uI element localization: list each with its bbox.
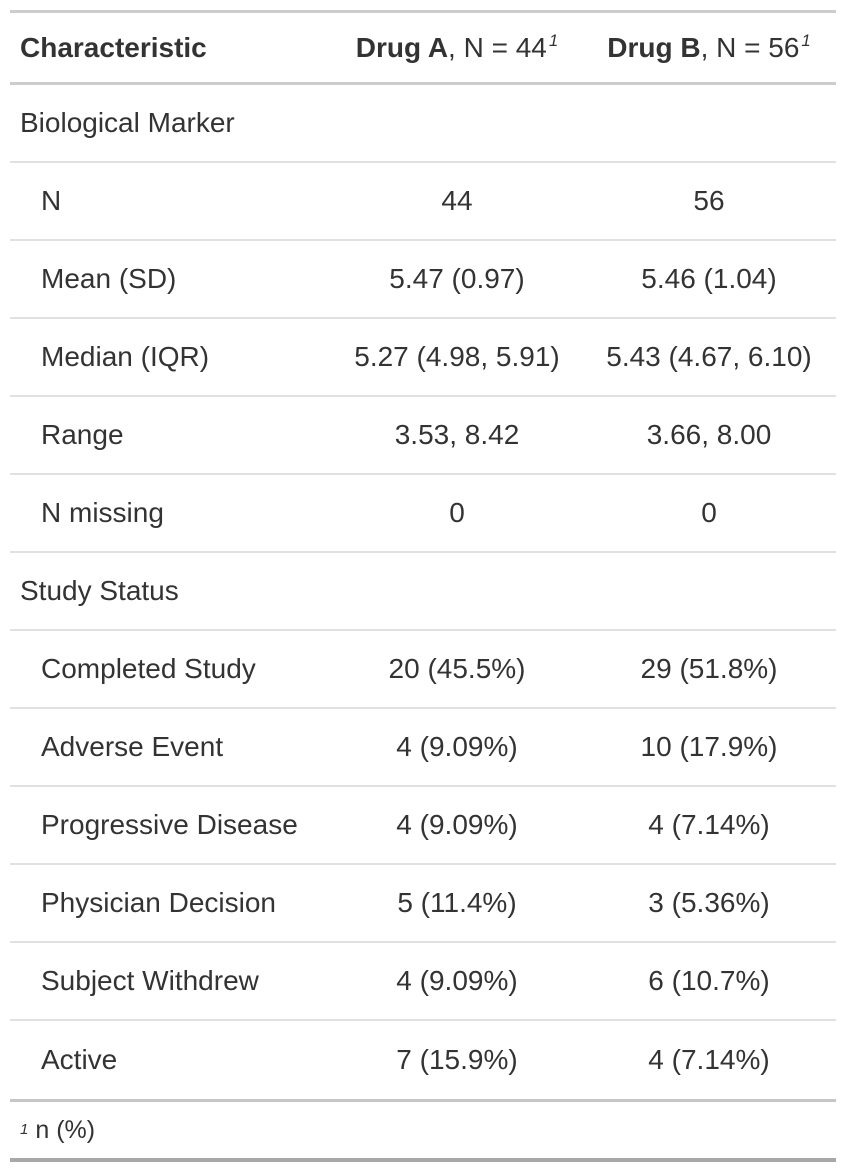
drug-a-name: Drug A bbox=[355, 31, 449, 63]
row-label: Median (IQR) bbox=[41, 341, 210, 372]
drug-b-name: Drug B bbox=[607, 31, 701, 63]
table-row-group: Biological Marker bbox=[10, 85, 836, 163]
column-header-drug-a: Drug A, N = 44 1 bbox=[332, 32, 582, 64]
table-row: Physician Decision 5 (11.4%) 3 (5.36%) bbox=[10, 865, 836, 943]
footnote-mark: 1 bbox=[548, 31, 559, 51]
footnote-text: n (%) bbox=[35, 1115, 96, 1144]
drug-b-value: 6 (10.7%) bbox=[648, 965, 770, 996]
drug-a-value: 4 (9.09%) bbox=[396, 731, 518, 762]
drug-a-value: 5.27 (4.98, 5.91) bbox=[354, 341, 560, 372]
drug-b-value: 0 bbox=[701, 497, 717, 528]
table-row: Completed Study 20 (45.5%) 29 (51.8%) bbox=[10, 631, 836, 709]
table-row: Median (IQR) 5.27 (4.98, 5.91) 5.43 (4.6… bbox=[10, 319, 836, 397]
table-row: Active 7 (15.9%) 4 (7.14%) bbox=[10, 1021, 836, 1099]
row-label: Adverse Event bbox=[41, 731, 224, 762]
drug-b-value: 5.46 (1.04) bbox=[641, 263, 777, 294]
column-header-drug-b: Drug B, N = 56 1 bbox=[582, 32, 836, 64]
drug-b-value: 5.43 (4.67, 6.10) bbox=[606, 341, 812, 372]
drug-a-value: 4 (9.09%) bbox=[396, 809, 518, 840]
row-label: Physician Decision bbox=[41, 887, 276, 918]
drug-b-value: 4 (7.14%) bbox=[648, 809, 770, 840]
drug-b-value: 4 (7.14%) bbox=[648, 1044, 770, 1075]
row-label: Completed Study bbox=[41, 653, 256, 684]
drug-b-value: 10 (17.9%) bbox=[640, 731, 778, 762]
table-footnote: 1 n (%) bbox=[10, 1099, 836, 1162]
row-label: Biological Marker bbox=[20, 107, 235, 138]
drug-a-value: 5 (11.4%) bbox=[397, 887, 517, 918]
row-label: Study Status bbox=[20, 575, 179, 606]
table-header-row: Characteristic Drug A, N = 44 1 Drug B, N… bbox=[10, 13, 836, 85]
drug-a-value: 0 bbox=[449, 497, 465, 528]
summary-table: Characteristic Drug A, N = 44 1 Drug B, N… bbox=[10, 10, 836, 1162]
table-row-group: Study Status bbox=[10, 553, 836, 631]
table-row: Range 3.53, 8.42 3.66, 8.00 bbox=[10, 397, 836, 475]
row-label: N bbox=[41, 185, 62, 216]
drug-b-n-label: , N = 56 bbox=[700, 31, 800, 63]
table-row: Subject Withdrew 4 (9.09%) 6 (10.7%) bbox=[10, 943, 836, 1021]
drug-a-value: 20 (45.5%) bbox=[388, 653, 526, 684]
table-row: Progressive Disease 4 (9.09%) 4 (7.14%) bbox=[10, 787, 836, 865]
row-label: Progressive Disease bbox=[41, 809, 298, 840]
table-row: N 44 56 bbox=[10, 163, 836, 241]
drug-a-value: 5.47 (0.97) bbox=[389, 263, 525, 294]
drug-b-value: 56 bbox=[693, 185, 725, 216]
row-label: Mean (SD) bbox=[41, 263, 177, 294]
table-row: Mean (SD) 5.47 (0.97) 5.46 (1.04) bbox=[10, 241, 836, 319]
drug-a-n-label: , N = 44 bbox=[448, 31, 547, 63]
drug-b-value: 29 (51.8%) bbox=[640, 653, 778, 684]
row-label: Range bbox=[41, 419, 124, 450]
row-label: N missing bbox=[41, 497, 164, 528]
row-label: Active bbox=[41, 1044, 118, 1075]
drug-a-value: 3.53, 8.42 bbox=[394, 419, 520, 450]
table-row: N missing 0 0 bbox=[10, 475, 836, 553]
footnote-mark: 1 bbox=[801, 31, 811, 51]
row-label: Subject Withdrew bbox=[41, 965, 259, 996]
column-header-characteristic: Characteristic bbox=[20, 31, 207, 63]
drug-b-value: 3 (5.36%) bbox=[648, 887, 770, 918]
drug-b-value: 3.66, 8.00 bbox=[646, 419, 772, 450]
drug-a-value: 4 (9.09%) bbox=[396, 965, 518, 996]
table-row: Adverse Event 4 (9.09%) 10 (17.9%) bbox=[10, 709, 836, 787]
drug-a-value: 44 bbox=[441, 185, 473, 216]
drug-a-value: 7 (15.9%) bbox=[396, 1044, 518, 1075]
